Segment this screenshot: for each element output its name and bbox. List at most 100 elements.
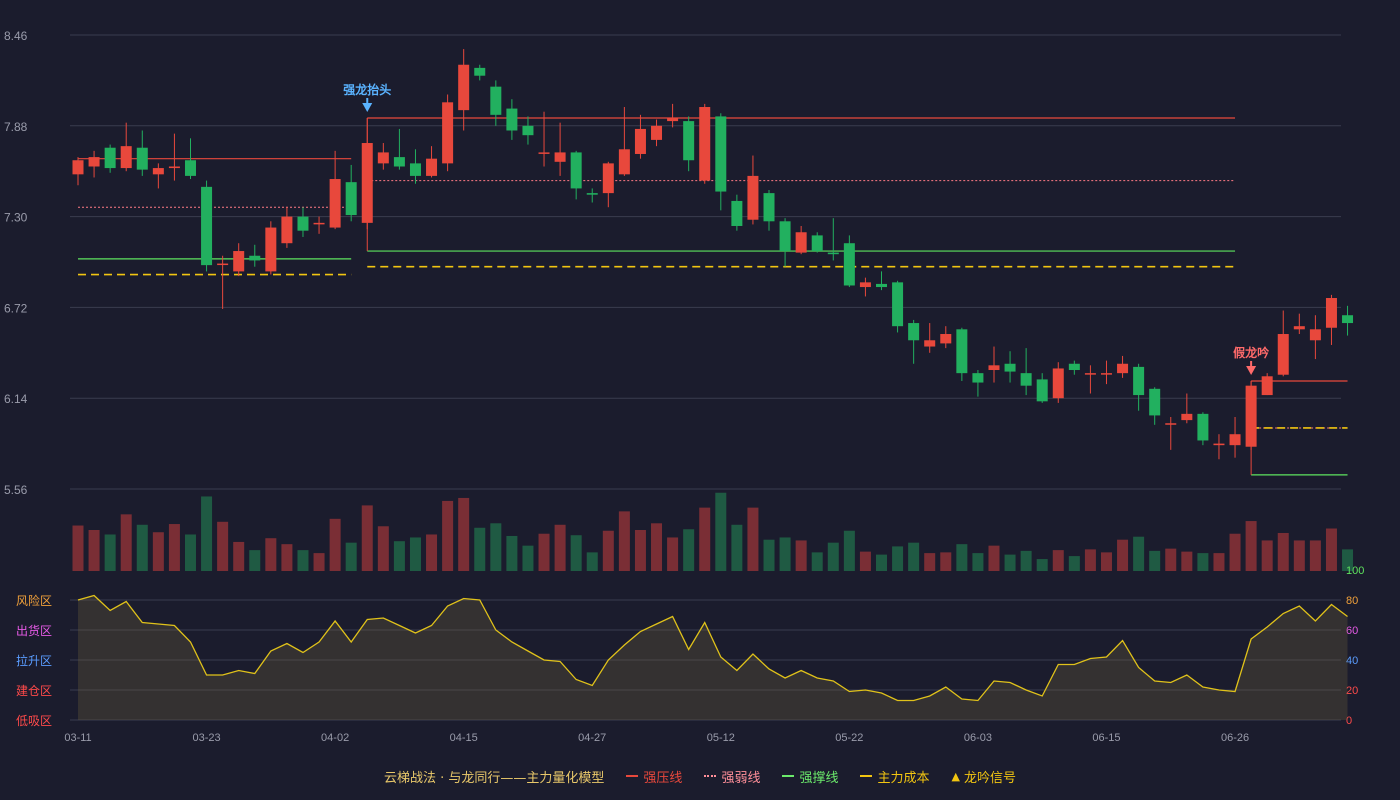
volume-bar	[827, 542, 839, 571]
volume-bar	[731, 524, 743, 571]
volume-bar	[940, 552, 952, 571]
legend-cost-swatch	[860, 775, 873, 777]
volume-bar	[1261, 540, 1273, 571]
candle-body	[1229, 434, 1241, 446]
candle-body	[1342, 315, 1354, 324]
volume-bar	[426, 534, 438, 571]
candle-body	[442, 102, 454, 164]
candle-body	[249, 255, 261, 261]
volume-bar	[779, 537, 791, 571]
legend-cost: 主力成本	[860, 767, 929, 786]
volume-bar	[859, 551, 871, 571]
volume-bar	[393, 541, 405, 571]
candle-body	[377, 152, 389, 164]
volume-bar	[683, 529, 695, 571]
candle-body	[522, 125, 534, 136]
candle-body	[168, 166, 180, 169]
volume-bar	[651, 523, 663, 571]
volume-bar	[233, 541, 245, 571]
signal-label: 假龙吟	[1233, 345, 1269, 360]
signal-arrow-icon	[362, 102, 373, 112]
volume-bar	[892, 546, 904, 571]
date-tick-label: 05-22	[835, 732, 863, 744]
volume-bar	[1052, 550, 1064, 571]
candle-body	[1277, 334, 1289, 375]
candle-body	[779, 221, 791, 252]
volume-bar	[924, 553, 936, 571]
volume-bar	[1100, 552, 1112, 571]
volume-bar	[201, 496, 213, 571]
candle-body	[715, 116, 727, 192]
volume-bar	[586, 552, 598, 571]
osc-tick-label: 100	[1346, 565, 1364, 577]
candle-body	[1165, 423, 1177, 425]
level-lines	[78, 117, 1348, 476]
chart-legend: 云梯战法 · 与龙同行——主力量化模型 强压线 强弱线 强撑线 主力成本 ▲ 龙…	[0, 765, 1400, 787]
volume-bar	[570, 535, 582, 571]
osc-zone-label: 风险区	[16, 593, 52, 608]
candle-body	[1004, 363, 1016, 372]
osc-zone-label: 建仓区	[16, 684, 52, 698]
legend-weak-label: 强弱线	[721, 770, 761, 786]
date-tick-label: 03-11	[64, 732, 91, 744]
candle-body	[1036, 379, 1048, 402]
candle-body	[345, 182, 357, 216]
candle-body	[217, 263, 229, 266]
triangle-icon: ▲	[951, 769, 960, 783]
volume-bar	[538, 533, 550, 571]
osc-tick-label: 80	[1346, 595, 1358, 607]
candle-body	[1293, 326, 1305, 330]
candle-body	[313, 222, 325, 225]
candle-body	[88, 157, 100, 167]
candle-body	[699, 107, 711, 181]
candle-body	[570, 152, 582, 189]
volume-bar	[490, 523, 502, 571]
volume-bar	[152, 532, 164, 571]
volume-bar	[1165, 548, 1177, 571]
volume-bar	[72, 525, 84, 571]
candle-body	[393, 157, 405, 167]
volume-bar	[1133, 536, 1145, 571]
volume-bar	[1213, 553, 1225, 571]
volume-bar	[168, 524, 180, 571]
legend-signal: ▲ 龙吟信号	[951, 767, 1015, 786]
candle-body	[843, 243, 855, 286]
date-tick-label: 06-15	[1092, 732, 1120, 744]
volume-bar	[249, 550, 261, 571]
candle-body	[924, 340, 936, 347]
candle-body	[634, 128, 646, 154]
legend-pressure-label: 强压线	[643, 770, 683, 786]
volume-bar	[811, 552, 823, 571]
date-tick-label: 05-12	[707, 732, 735, 744]
candle-body	[506, 108, 518, 131]
candle-body	[667, 117, 679, 122]
date-tick-label: 06-26	[1221, 732, 1249, 744]
candle-body	[1100, 373, 1112, 375]
legend-support-label: 强撑线	[799, 770, 839, 786]
volume-bar	[1342, 549, 1354, 571]
date-tick-label: 04-27	[578, 732, 606, 744]
candle-body	[795, 232, 807, 253]
candle-body	[618, 149, 630, 175]
volume-bar	[506, 535, 518, 571]
volume-bar	[699, 507, 711, 571]
candle-body	[554, 152, 566, 162]
candle-body	[72, 160, 84, 175]
volume-bar	[136, 524, 148, 571]
volume-bar	[1325, 528, 1337, 571]
volume-bar	[1181, 551, 1193, 571]
price-axis: 5.56 6.14 6.72 7.30 7.88 8.46	[4, 29, 28, 497]
volume-bar	[1020, 550, 1032, 571]
volume-bar	[120, 514, 132, 571]
candle-body	[458, 64, 470, 111]
volume-bar	[281, 544, 293, 571]
price-tick-label: 6.72	[4, 301, 28, 315]
candle-body	[972, 373, 984, 383]
volume-bar	[345, 542, 357, 571]
volume-bar	[1245, 521, 1257, 571]
legend-cost-label: 主力成本	[877, 770, 930, 786]
osc-zone-label: 低吸区	[16, 714, 52, 728]
volume-bar	[1004, 554, 1016, 571]
